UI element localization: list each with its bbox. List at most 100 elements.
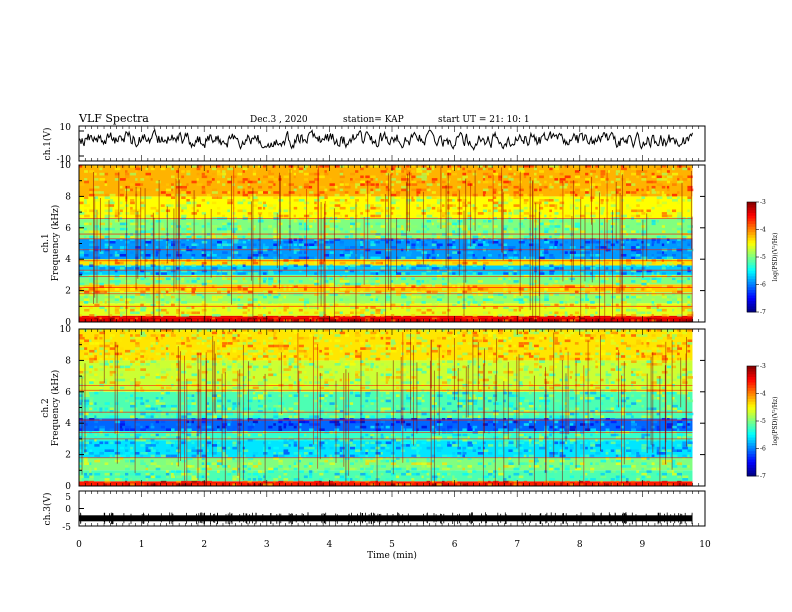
spectrogram-cell	[416, 381, 419, 384]
spectrogram-cell	[610, 214, 614, 218]
spectrogram-cell	[145, 363, 150, 366]
spectrogram-cell	[559, 370, 564, 374]
spectrogram-cell	[293, 172, 296, 176]
spectrogram-cell	[227, 352, 230, 356]
spectrogram-cell	[344, 201, 351, 205]
spectrogram-cell	[150, 214, 154, 218]
spectrogram-cell	[252, 272, 259, 275]
spectrogram-cell	[314, 316, 317, 320]
spectrogram-cell	[620, 214, 627, 218]
spectrogram-cell	[636, 251, 642, 254]
spectrogram-cell	[615, 170, 620, 173]
spectrogram-cell	[605, 376, 612, 379]
spectrogram-cell	[227, 209, 230, 213]
spectrogram-cell	[247, 191, 254, 194]
spectrogram-cell	[549, 165, 555, 168]
spectrogram-cell	[130, 285, 134, 288]
spectrogram-cell	[114, 254, 120, 257]
spectrogram-cell	[672, 334, 677, 337]
spectrogram-cell	[687, 167, 691, 171]
spectrogram-cell	[196, 334, 199, 337]
spectrogram-cell	[150, 178, 153, 181]
spectrogram-cell	[155, 272, 160, 275]
spectrogram-cell	[89, 370, 92, 374]
spectrogram-cell	[242, 188, 245, 192]
spectrogram-cell	[370, 204, 374, 207]
spectrogram-cell	[406, 243, 409, 247]
spectrogram-cell	[217, 165, 221, 168]
spectrogram-cell	[605, 381, 610, 384]
spectrogram-cell	[130, 251, 134, 254]
spectrogram-cell	[181, 214, 187, 218]
spectrogram-cell	[130, 219, 134, 223]
spectrogram-cell	[462, 225, 468, 228]
spectrogram-cell	[370, 290, 376, 294]
spectrogram-cell	[666, 285, 673, 288]
spectrogram-cell	[79, 293, 85, 296]
spectrogram-cell	[636, 230, 640, 233]
spectrogram-cell	[467, 290, 472, 294]
spectrogram-cell	[452, 199, 455, 202]
spectrogram-cell	[196, 319, 201, 322]
spectrogram-cell	[79, 251, 84, 254]
spectrogram-cell	[559, 243, 563, 247]
spectrogram-cell	[273, 316, 279, 320]
spectrogram-cell	[201, 386, 205, 390]
spectrogram-cell	[677, 238, 681, 241]
spectrogram-cell	[493, 314, 498, 317]
spectrogram-cell	[114, 306, 121, 309]
spectrogram-cell	[539, 219, 542, 223]
spectrogram-cell	[636, 306, 642, 309]
spectrogram-cell	[396, 394, 400, 397]
spectrogram-cell	[119, 386, 125, 390]
spectrogram-cell	[595, 277, 599, 281]
spectrogram-cell	[447, 199, 453, 202]
spectrogram-cell	[687, 277, 690, 281]
spectrogram-cell	[155, 238, 161, 241]
spectrogram-cell	[227, 308, 231, 312]
spectrogram-cell	[549, 214, 552, 218]
spectrogram-cell	[503, 227, 507, 231]
spectrogram-cell	[196, 342, 200, 345]
spectrogram-cell	[165, 352, 170, 356]
start-ut-label: start UT = 21: 10: 1	[438, 115, 530, 125]
spectrogram-cell	[503, 246, 510, 249]
spectrogram-cell	[585, 290, 590, 294]
spectrogram-cell	[421, 363, 427, 366]
spectrogram-cell	[165, 319, 169, 322]
spectrogram-cell	[498, 183, 503, 186]
spectrogram-cell	[196, 172, 200, 176]
spectrogram-cell	[109, 316, 115, 320]
spectrogram-cell	[119, 238, 123, 241]
spectrogram-cell	[191, 272, 195, 275]
spectrogram-cell	[370, 365, 374, 369]
spectrogram-cell	[370, 306, 376, 309]
spectrogram-cell	[482, 298, 489, 301]
spectrogram-cell	[590, 196, 595, 199]
spectrogram-cell	[109, 225, 112, 228]
spectrogram-cell	[201, 352, 206, 356]
spectrogram-cell	[84, 178, 88, 181]
spectrogram-cell	[339, 183, 344, 186]
spectrogram-cell	[114, 298, 119, 301]
spectrogram-cell	[656, 240, 660, 244]
spectrogram-cell	[319, 329, 323, 332]
spectrogram-cell	[564, 293, 570, 296]
spectrogram-cell	[201, 230, 205, 233]
spectrogram-cell	[380, 199, 385, 202]
spectrogram-cell	[646, 243, 650, 247]
spectrogram-cell	[155, 308, 162, 312]
spectrogram-cell	[375, 334, 380, 337]
spectrogram-cell	[135, 336, 142, 340]
spectrogram-cell	[442, 225, 447, 228]
spectrogram-cell	[600, 165, 605, 168]
spectrogram-cell	[595, 204, 600, 207]
spectrogram-cell	[298, 336, 304, 340]
spectrogram-cell	[539, 188, 542, 192]
spectrogram-cell	[436, 225, 440, 228]
spectrogram-cell	[477, 386, 482, 390]
spectrogram-cell	[482, 378, 489, 382]
spectrogram-cell	[615, 282, 620, 286]
spectrogram-cell	[477, 222, 482, 226]
spectrogram-cell	[375, 199, 380, 202]
